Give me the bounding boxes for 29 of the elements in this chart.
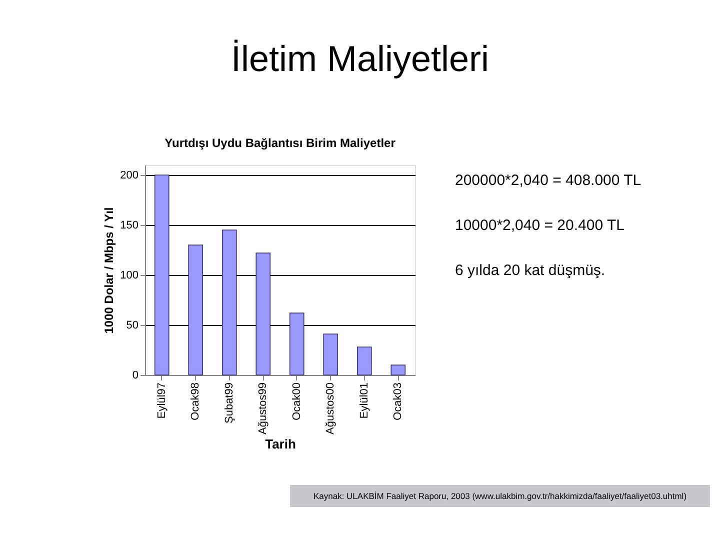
chart-subtitle: Yurtdışı Uydu Bağlantısı Birim Maliyetler: [164, 136, 396, 150]
text: 200000*2,040 = 408.000 TL: [455, 172, 642, 189]
x-tick-label: Eylül97: [156, 382, 168, 419]
x-tick-label: Ocak00: [290, 382, 303, 420]
text: 6 yılda 20 kat düşmüş.: [455, 262, 606, 279]
bar: [188, 244, 204, 376]
text: 10000*2,040 = 20.400 TL: [455, 217, 624, 234]
x-tick-label: Şubat99: [223, 382, 236, 424]
y-tick-label: 150: [120, 220, 138, 232]
bar: [222, 230, 237, 376]
y-tick-label: 50: [126, 320, 138, 332]
text: Kaynak: ULAKBİM Faaliyet Raporu, 2003 (www.ulakbim.gov.tr/hakkimizda/faaliyet/faaliyet03.uhtml): [313, 491, 687, 501]
bar: [356, 346, 372, 376]
y-axis-title: 1000 Dolar / Mbps / Yıl: [102, 207, 116, 334]
x-tick-label: Ağustos00: [324, 382, 337, 434]
bar: [289, 312, 304, 376]
x-tick-label: Ocak03: [392, 382, 404, 420]
x-tick-label: Ocak98: [190, 382, 202, 420]
x-tick-label: Eylül01: [358, 382, 370, 419]
x-axis-title: Tarih: [265, 436, 296, 452]
bar: [154, 174, 170, 376]
bar: [323, 334, 338, 376]
y-tick-label: 200: [120, 170, 138, 182]
y-tick-label: 100: [120, 270, 138, 282]
bar: [256, 252, 271, 376]
y-tick-label: 0: [132, 370, 138, 382]
bar: [390, 364, 406, 376]
x-tick-label: Ağustos99: [257, 382, 270, 434]
chart-title: İletim Maliyetleri: [230, 38, 490, 79]
